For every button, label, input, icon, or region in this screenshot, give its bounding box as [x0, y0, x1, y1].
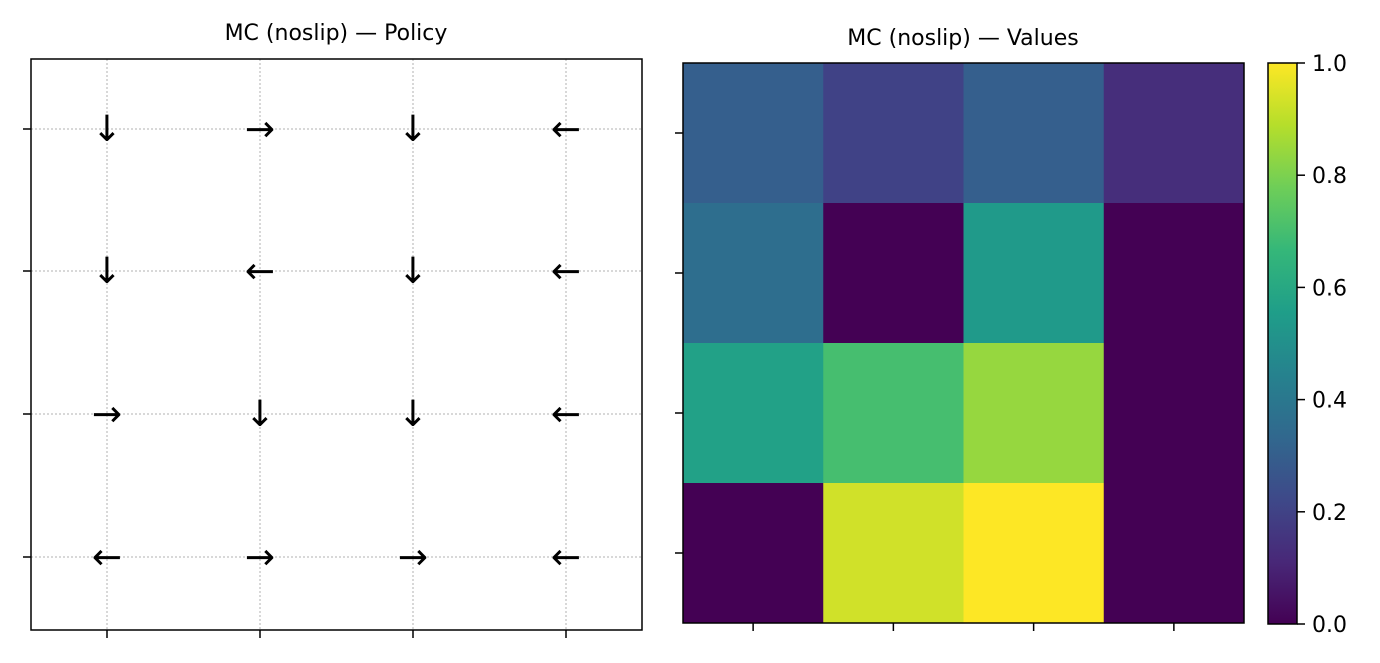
heatmap-cell — [823, 483, 964, 624]
policy-arrow: ← — [551, 394, 581, 435]
colorbar-tick-label: 0.8 — [1312, 164, 1347, 189]
policy-arrow: ← — [551, 109, 581, 150]
policy-arrow: → — [398, 537, 428, 578]
policy-arrows: ↓ → ↓ ← ↓ ← ↓ ← → ↓ ↓ ← ← → → ← — [92, 109, 581, 578]
policy-arrow: ← — [92, 537, 122, 578]
colorbar-ticks: 0.0 0.2 0.4 0.6 0.8 1.0 — [1297, 52, 1347, 638]
heatmap-cell — [683, 203, 824, 344]
heatmap-cell — [963, 483, 1105, 624]
policy-arrow: → — [92, 394, 122, 435]
policy-arrow: ↓ — [92, 251, 122, 292]
policy-gridlines — [31, 59, 642, 630]
colorbar-frame — [1267, 62, 1298, 625]
policy-ticks — [23, 128, 567, 638]
policy-arrow: ↓ — [92, 109, 122, 150]
values-title: MC (noslip) — Values — [847, 26, 1078, 51]
heatmap-cell — [1103, 483, 1245, 624]
heatmap-cell — [963, 343, 1105, 484]
heatmap-cell — [823, 343, 964, 484]
policy-arrow: ← — [245, 251, 275, 292]
policy-panel: MC (noslip) — Policy ↓ → ↓ ← ↓ ← ↓ ← → ↓ ↓ ← ← → → ← — [23, 21, 643, 638]
policy-arrow: → — [245, 109, 275, 150]
heatmap-cell — [683, 63, 824, 204]
heatmap-ticks — [675, 132, 1175, 631]
heatmap-axes-frame — [682, 62, 1245, 624]
colorbar-tick-label: 0.4 — [1312, 389, 1347, 414]
policy-arrow: ↓ — [398, 251, 428, 292]
heatmap-cell — [823, 63, 964, 204]
values-panel: MC (noslip) — Values — [675, 26, 1245, 631]
policy-arrow: ← — [551, 537, 581, 578]
colorbar: 0.0 0.2 0.4 0.6 0.8 1.0 — [1267, 52, 1347, 638]
colorbar-tick-label: 0.0 — [1312, 613, 1347, 638]
policy-axes-frame — [30, 58, 643, 631]
colorbar-tick-label: 1.0 — [1312, 52, 1347, 77]
heatmap-cell — [1103, 343, 1245, 484]
policy-arrow: ↓ — [398, 109, 428, 150]
heatmap-cell — [683, 483, 824, 624]
policy-title: MC (noslip) — Policy — [225, 21, 448, 46]
colorbar-tick-label: 0.6 — [1312, 276, 1347, 301]
policy-arrow: ← — [551, 251, 581, 292]
heatmap-cell — [963, 203, 1105, 344]
policy-arrow: → — [245, 537, 275, 578]
heatmap-cell — [823, 203, 964, 344]
heatmap-cell — [683, 343, 824, 484]
heatmap-cells — [683, 63, 1245, 624]
heatmap-cell — [1103, 203, 1245, 344]
heatmap-cell — [963, 63, 1105, 204]
heatmap-cell — [1103, 63, 1245, 204]
colorbar-tick-label: 0.2 — [1312, 501, 1347, 526]
policy-arrow: ↓ — [398, 394, 428, 435]
policy-arrow: ↓ — [245, 394, 275, 435]
colorbar-gradient — [1268, 63, 1297, 624]
